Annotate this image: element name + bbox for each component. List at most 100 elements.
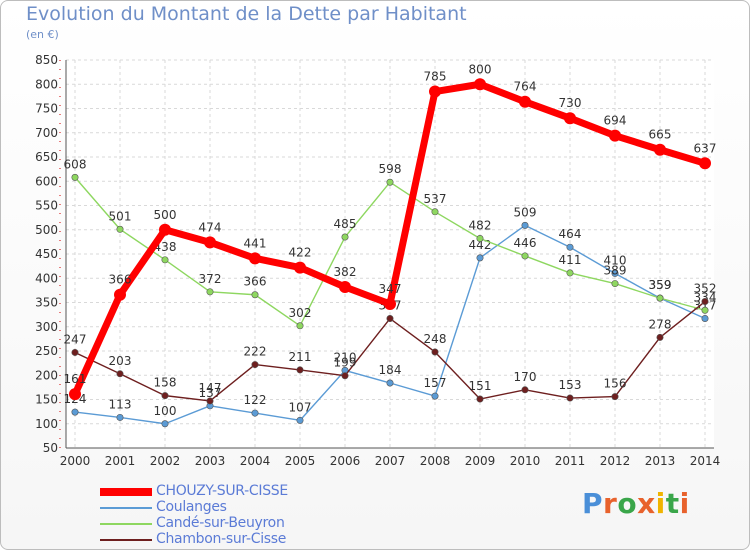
data-point-chambon-sur-cisse <box>521 386 529 394</box>
y-tick-label: 500 <box>35 223 58 237</box>
data-point-chouzy-sur-cisse <box>159 223 171 236</box>
data-point-chambon-sur-cisse <box>161 392 169 400</box>
data-point-chambon-sur-cisse <box>116 370 124 378</box>
data-label-cand-sur-beuyron: 334 <box>694 290 717 304</box>
data-label-chambon-sur-cisse: 151 <box>469 379 492 393</box>
data-label-chouzy-sur-cisse: 665 <box>649 128 672 142</box>
data-label-chambon-sur-cisse: 352 <box>694 282 717 296</box>
data-label-cand-sur-beuyron: 537 <box>424 192 447 206</box>
y-tick-label: 150 <box>35 393 58 407</box>
legend-item: Coulanges <box>100 499 400 516</box>
data-point-cand-sur-beuyron <box>476 234 484 242</box>
y-tick-label: 400 <box>35 271 58 285</box>
x-tick-label: 2007 <box>375 454 406 468</box>
data-point-cand-sur-beuyron <box>161 256 169 264</box>
data-point-chouzy-sur-cisse <box>114 288 126 301</box>
data-point-cand-sur-beuyron <box>386 178 394 186</box>
y-tick-label: 250 <box>35 344 58 358</box>
data-label-chambon-sur-cisse: 203 <box>109 354 132 368</box>
x-tick-label: 2001 <box>105 454 136 468</box>
x-tick-label: 2012 <box>600 454 631 468</box>
data-label-cand-sur-beuyron: 485 <box>334 217 357 231</box>
unit-label: (en €) <box>26 28 59 41</box>
data-label-chouzy-sur-cisse: 785 <box>424 70 447 84</box>
data-point-cand-sur-beuyron <box>566 269 574 277</box>
data-point-coulanges <box>701 315 709 323</box>
data-label-chambon-sur-cisse: 147 <box>199 381 222 395</box>
y-tick-label: 200 <box>35 368 58 382</box>
data-point-coulanges <box>521 221 529 229</box>
y-tick-label: 350 <box>35 296 58 310</box>
y-tick-label: 800 <box>35 77 58 91</box>
data-point-chouzy-sur-cisse <box>384 297 396 310</box>
data-point-cand-sur-beuyron <box>296 322 304 330</box>
data-label-cand-sur-beuyron: 411 <box>559 253 582 267</box>
data-label-coulanges: 464 <box>559 227 582 241</box>
legend-label: Chambon-sur-Cisse <box>156 531 287 547</box>
data-point-chouzy-sur-cisse <box>564 112 576 125</box>
legend-swatch <box>100 539 152 541</box>
data-point-chambon-sur-cisse <box>386 315 394 323</box>
data-label-chouzy-sur-cisse: 347 <box>379 282 402 296</box>
data-point-chouzy-sur-cisse <box>519 95 531 108</box>
x-tick-label: 2009 <box>465 454 496 468</box>
y-tick-label: 550 <box>35 199 58 213</box>
data-label-chambon-sur-cisse: 248 <box>424 332 447 346</box>
data-label-chambon-sur-cisse: 222 <box>244 345 267 359</box>
data-point-coulanges <box>566 243 574 251</box>
data-point-cand-sur-beuyron <box>701 306 709 314</box>
data-label-cand-sur-beuyron: 482 <box>469 218 492 232</box>
data-label-chouzy-sur-cisse: 441 <box>244 236 267 250</box>
data-label-chambon-sur-cisse: 156 <box>604 377 627 391</box>
data-label-chouzy-sur-cisse: 366 <box>109 273 132 287</box>
x-tick-label: 2005 <box>285 454 316 468</box>
data-label-cand-sur-beuyron: 501 <box>109 209 132 223</box>
x-tick-label: 2011 <box>555 454 586 468</box>
data-point-chambon-sur-cisse <box>431 348 439 356</box>
x-tick-label: 2008 <box>420 454 451 468</box>
data-point-cand-sur-beuyron <box>521 252 529 260</box>
data-point-coulanges <box>611 269 619 277</box>
data-point-chouzy-sur-cisse <box>249 252 261 265</box>
data-label-coulanges: 210 <box>334 350 357 364</box>
x-tick-label: 2000 <box>60 454 91 468</box>
data-label-coulanges: 359 <box>649 278 672 292</box>
data-label-coulanges: 113 <box>109 397 132 411</box>
data-label-coulanges: 100 <box>154 404 177 418</box>
data-label-cand-sur-beuyron: 608 <box>64 157 87 171</box>
data-point-chambon-sur-cisse <box>206 397 214 405</box>
data-label-chouzy-sur-cisse: 422 <box>289 246 312 260</box>
data-label-cand-sur-beuyron: 366 <box>244 275 267 289</box>
x-tick-label: 2002 <box>150 454 181 468</box>
logo-letter: o <box>617 487 638 520</box>
data-point-coulanges <box>476 254 484 262</box>
data-point-chouzy-sur-cisse <box>339 280 351 293</box>
data-point-cand-sur-beuyron <box>251 291 259 299</box>
legend-label: Candé-sur-Beuyron <box>156 515 285 531</box>
x-tick-label: 2004 <box>240 454 271 468</box>
data-label-coulanges: 107 <box>289 400 312 414</box>
data-point-chambon-sur-cisse <box>476 395 484 403</box>
data-label-coulanges: 410 <box>604 253 627 267</box>
data-label-coulanges: 509 <box>514 205 537 219</box>
data-label-cand-sur-beuyron: 389 <box>604 264 627 278</box>
legend-label: Coulanges <box>156 499 227 515</box>
data-label-chouzy-sur-cisse: 764 <box>514 80 537 94</box>
y-tick-label: 450 <box>35 247 58 261</box>
legend-item: Candé-sur-Beuyron <box>100 515 400 532</box>
data-point-cand-sur-beuyron <box>341 233 349 241</box>
data-label-chouzy-sur-cisse: 694 <box>604 114 627 128</box>
data-point-coulanges <box>296 416 304 424</box>
logo-letter: P <box>582 487 604 520</box>
logo-letter: r <box>603 487 618 520</box>
data-point-coulanges <box>116 413 124 421</box>
legend-swatch <box>100 523 152 525</box>
data-point-coulanges <box>251 409 259 417</box>
y-tick-label: 600 <box>35 174 58 188</box>
data-point-cand-sur-beuyron <box>116 225 124 233</box>
legend-swatch <box>100 507 152 509</box>
data-label-chouzy-sur-cisse: 500 <box>154 208 177 222</box>
legend-item: Chambon-sur-Cisse <box>100 531 400 548</box>
y-tick-label: 650 <box>35 150 58 164</box>
